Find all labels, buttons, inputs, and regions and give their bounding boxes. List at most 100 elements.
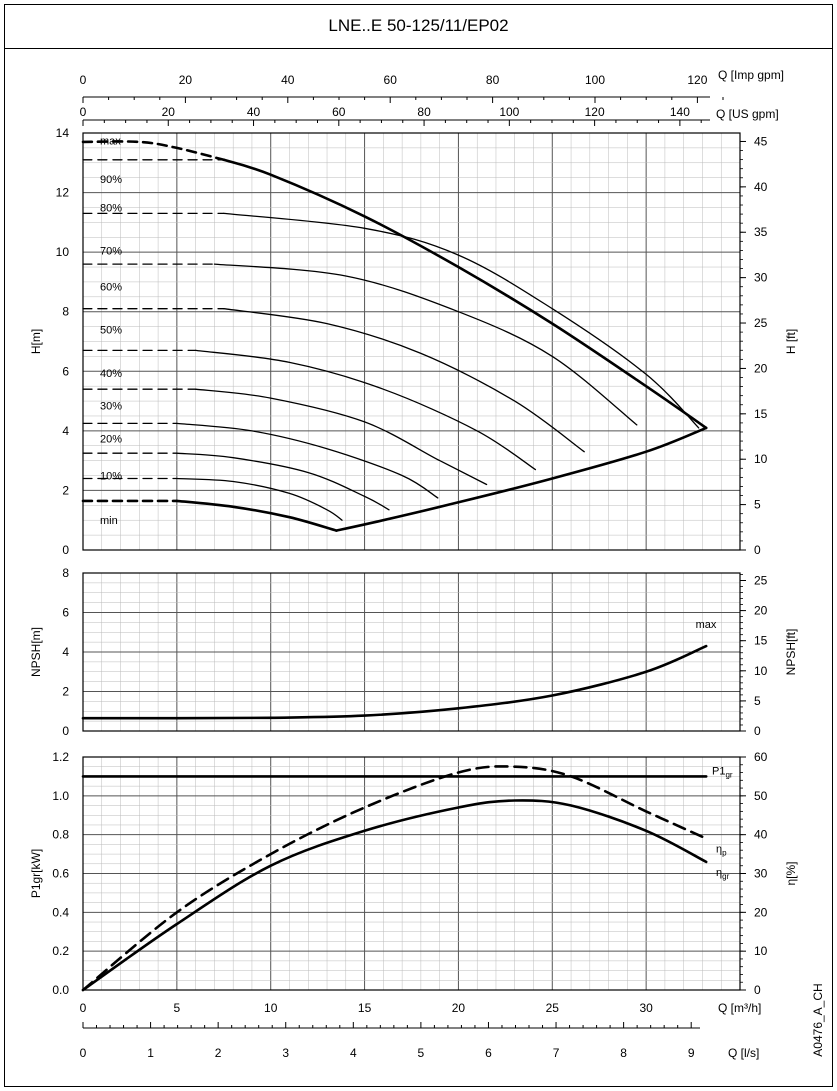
head-label-max: max (100, 135, 121, 147)
h-m-tick-label: 12 (56, 186, 70, 200)
imp-tick-label: 0 (80, 73, 87, 87)
p1-tick-label: 0.4 (52, 905, 69, 919)
curve-limit (335, 426, 708, 532)
head-label-min: min (100, 515, 118, 527)
m3h-tick-label: 25 (546, 1001, 560, 1015)
eta-tick-label: 0 (754, 983, 761, 997)
curve-npsh-max (81, 644, 708, 720)
h-ft-tick-label: 45 (754, 134, 768, 148)
h-ft-tick-label: 35 (754, 225, 768, 239)
npsh-ft-tick-label: 0 (754, 724, 761, 738)
curve-max-solid (222, 158, 708, 430)
head-label-30pct: 30% (100, 401, 122, 413)
h-m-tick-label: 10 (56, 245, 70, 259)
curve-90pct-solid (223, 159, 707, 429)
us-tick-label: 120 (585, 105, 605, 119)
m3h-tick-label: 30 (639, 1001, 653, 1015)
head-label-10pct: 10% (100, 471, 122, 483)
h-ft-tick-label: 25 (754, 316, 768, 330)
ls-tick-label: 8 (620, 1046, 627, 1060)
p1-tick-label: 1.2 (52, 750, 69, 764)
m3h-axis-title: Q [m³/h] (718, 1001, 761, 1015)
curve-max-dashed (81, 140, 226, 162)
head-label-60pct: 60% (100, 281, 122, 293)
h-ft-axis-title: H [ft] (784, 329, 798, 354)
curve-eta-gr (81, 799, 708, 992)
m3h-tick-label: 10 (264, 1001, 278, 1015)
us-axis-title: Q [US gpm] (716, 107, 779, 121)
curve-layer (81, 140, 708, 992)
m3h-tick-label: 5 (174, 1001, 181, 1015)
h-m-tick-label: 0 (62, 543, 69, 557)
curve-80pct-solid (223, 212, 700, 429)
us-tick-label: 140 (670, 105, 690, 119)
ls-tick-label: 7 (553, 1046, 560, 1060)
imp-tick-label: 60 (384, 73, 398, 87)
curve-60pct-solid (223, 308, 585, 453)
imp-tick-label: 120 (687, 73, 707, 87)
p1-tick-label: 0.2 (52, 944, 69, 958)
ls-tick-label: 5 (418, 1046, 425, 1060)
head-label-90pct: 90% (100, 174, 122, 186)
head-label-20pct: 20% (100, 433, 122, 445)
npsh-m-tick-label: 6 (62, 606, 69, 620)
drawing-code: A0476_A_CH (811, 983, 825, 1056)
npsh-ft-axis-title: NPSH[ft] (784, 629, 798, 676)
h-ft-tick-label: 10 (754, 452, 768, 466)
curve-min-solid (175, 499, 338, 532)
h-ft-tick-label: 5 (754, 498, 761, 512)
us-tick-label: 20 (162, 105, 176, 119)
ls-axis-title: Q [l/s] (728, 1046, 759, 1060)
head-label-40pct: 40% (100, 368, 122, 380)
curve-eta-p (81, 765, 708, 992)
ls-tick-label: 4 (350, 1046, 357, 1060)
h-m-axis-title: H[m] (29, 329, 43, 354)
npsh-ft-tick-label: 25 (754, 574, 768, 588)
h-ft-tick-label: 20 (754, 361, 768, 375)
curve-20pct-solid (176, 452, 390, 511)
head-label-50pct: 50% (100, 325, 122, 337)
imp-tick-label: 100 (585, 73, 605, 87)
curve-40pct-solid (194, 388, 488, 486)
npsh-ft-tick-label: 20 (754, 604, 768, 618)
h-ft-tick-label: 0 (754, 543, 761, 557)
ls-tick-label: 2 (215, 1046, 222, 1060)
h-ft-tick-label: 30 (754, 271, 768, 285)
npsh-panel-border (82, 572, 741, 732)
eta-tick-label: 40 (754, 828, 768, 842)
npsh-m-tick-label: 0 (62, 724, 69, 738)
chart-title: LNE..E 50-125/11/EP02 (4, 4, 833, 49)
label-eta-gr: ηgr (716, 867, 730, 881)
h-ft-tick-label: 15 (754, 407, 768, 421)
m3h-tick-label: 0 (80, 1001, 87, 1015)
p1-tick-label: 0.0 (52, 983, 69, 997)
grid-layer (82, 96, 746, 1029)
ls-tick-label: 6 (485, 1046, 492, 1060)
p1-tick-label: 1.0 (52, 789, 69, 803)
ls-tick-label: 0 (80, 1046, 87, 1060)
imp-axis-title: Q [Imp gpm] (718, 68, 784, 82)
us-tick-label: 100 (499, 105, 519, 119)
m3h-tick-label: 15 (358, 1001, 372, 1015)
imp-tick-label: 80 (486, 73, 500, 87)
npsh-m-axis-title: NPSH[m] (29, 627, 43, 677)
npsh-ft-tick-label: 5 (754, 694, 761, 708)
curve-50pct-solid (194, 349, 537, 471)
chart-frame (4, 4, 833, 1087)
imp-tick-label: 20 (179, 73, 193, 87)
eta-tick-label: 10 (754, 944, 768, 958)
eta-tick-label: 60 (754, 750, 768, 764)
curve-10pct-solid (176, 477, 343, 521)
npsh-ft-tick-label: 15 (754, 634, 768, 648)
h-m-tick-label: 6 (62, 364, 69, 378)
ls-tick-label: 9 (688, 1046, 695, 1060)
imp-tick-label: 40 (281, 73, 295, 87)
eta-axis-title: η[%] (784, 861, 798, 885)
eta-tick-label: 30 (754, 867, 768, 881)
label-p1gr: P1gr (712, 765, 733, 779)
h-m-tick-label: 8 (62, 305, 69, 319)
us-tick-label: 60 (332, 105, 346, 119)
npsh-ft-tick-label: 10 (754, 664, 768, 678)
